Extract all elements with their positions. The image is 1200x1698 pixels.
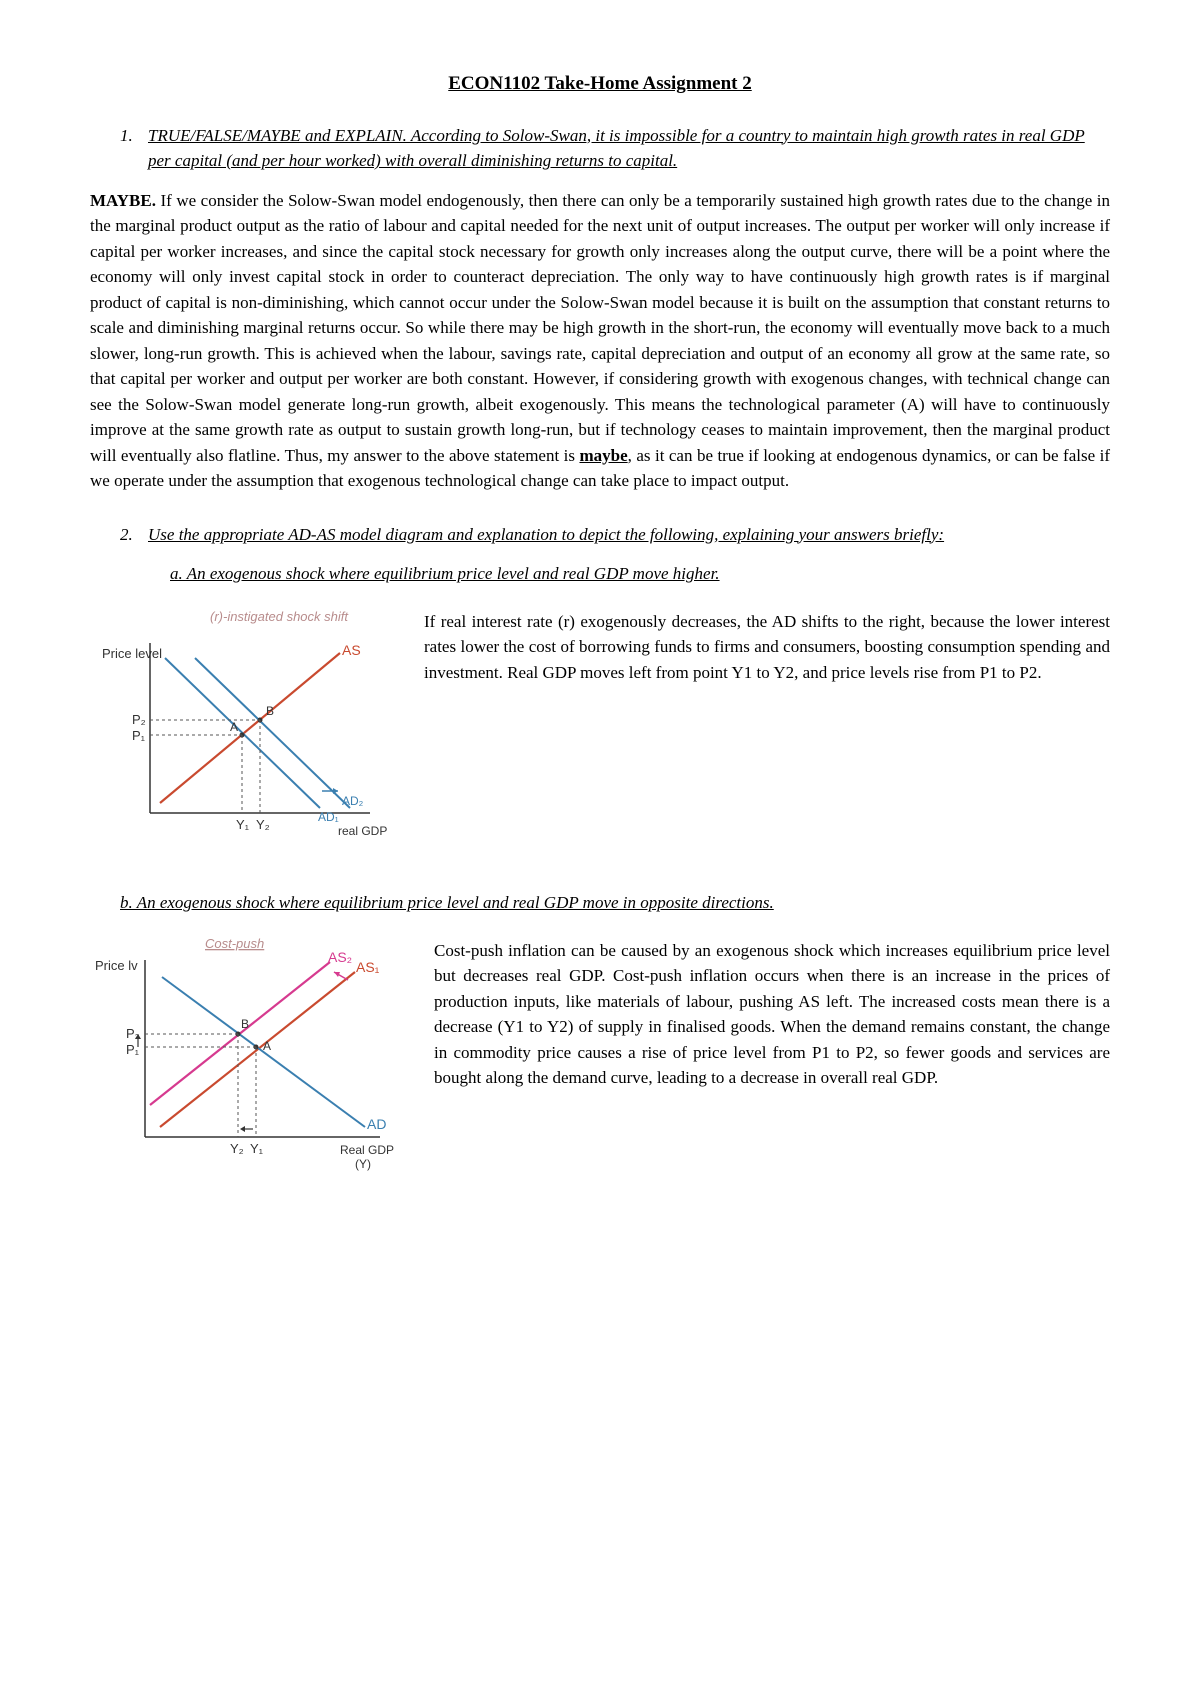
- q2-number: 2.: [120, 522, 148, 548]
- question-1: 1. TRUE/FALSE/MAYBE and EXPLAIN. Accordi…: [90, 123, 1110, 494]
- p1-tick: P₁: [132, 728, 146, 743]
- q2b-row: Cost-push Price lv Real GDP (Y) AS₁ AS₂: [90, 932, 1110, 1185]
- svg-text:A: A: [263, 1039, 271, 1053]
- point-a: A: [230, 720, 238, 734]
- chart-title: (r)-instigated shock shift: [210, 609, 349, 624]
- y2-tick-b: Y₂: [230, 1141, 244, 1156]
- y-axis-label-b: Price lv: [95, 958, 138, 973]
- q2-text: Use the appropriate AD-AS model diagram …: [148, 522, 1110, 548]
- point-b: B: [266, 704, 274, 718]
- q2a-row: (r)-instigated shock shift Price level r…: [90, 603, 1110, 861]
- q2a-explanation: If real interest rate (r) exogenously de…: [424, 603, 1110, 686]
- p2-tick: P₂: [132, 712, 146, 727]
- q2a-diagram: (r)-instigated shock shift Price level r…: [90, 603, 400, 861]
- y-axis-label: Price level: [102, 646, 162, 661]
- as-label: AS: [342, 642, 361, 658]
- q1-text: TRUE/FALSE/MAYBE and EXPLAIN. According …: [148, 123, 1110, 174]
- svg-text:B: B: [241, 1017, 249, 1031]
- q2b-diagram: Cost-push Price lv Real GDP (Y) AS₁ AS₂: [90, 932, 410, 1185]
- ad1-label: AD₁: [318, 810, 339, 824]
- q1-answer-label: MAYBE.: [90, 191, 156, 210]
- y2-tick: Y₂: [256, 817, 270, 832]
- q2b-explanation: Cost-push inflation can be caused by an …: [434, 932, 1110, 1091]
- y1-tick: Y₁: [236, 817, 250, 832]
- y1-tick-b: Y₁: [250, 1141, 264, 1156]
- svg-text:(Y): (Y): [355, 1157, 371, 1171]
- q1-answer: MAYBE. If we consider the Solow-Swan mod…: [90, 188, 1110, 494]
- page-title: ECON1102 Take-Home Assignment 2: [90, 70, 1110, 99]
- ad-label: AD: [367, 1116, 386, 1132]
- q1-maybe: maybe: [579, 446, 627, 465]
- chart-title-b: Cost-push: [205, 936, 264, 951]
- q2a-text: a. An exogenous shock where equilibrium …: [90, 561, 1110, 587]
- q1-answer-body-1: If we consider the Solow-Swan model endo…: [90, 191, 1110, 465]
- question-2: 2. Use the appropriate AD-AS model diagr…: [90, 522, 1110, 1185]
- x-axis-label: real GDP: [338, 824, 387, 838]
- as1-label: AS₁: [356, 959, 380, 975]
- q1-number: 1.: [120, 123, 148, 149]
- p2-tick-b: P₂: [126, 1026, 140, 1041]
- as2-label: AS₂: [328, 949, 352, 965]
- ad2-label: AD₂: [342, 794, 364, 808]
- p1-tick-b: P₁: [126, 1042, 140, 1057]
- svg-text:Real GDP: Real GDP: [340, 1143, 394, 1157]
- q2b-text: b. An exogenous shock where equilibrium …: [90, 890, 1110, 916]
